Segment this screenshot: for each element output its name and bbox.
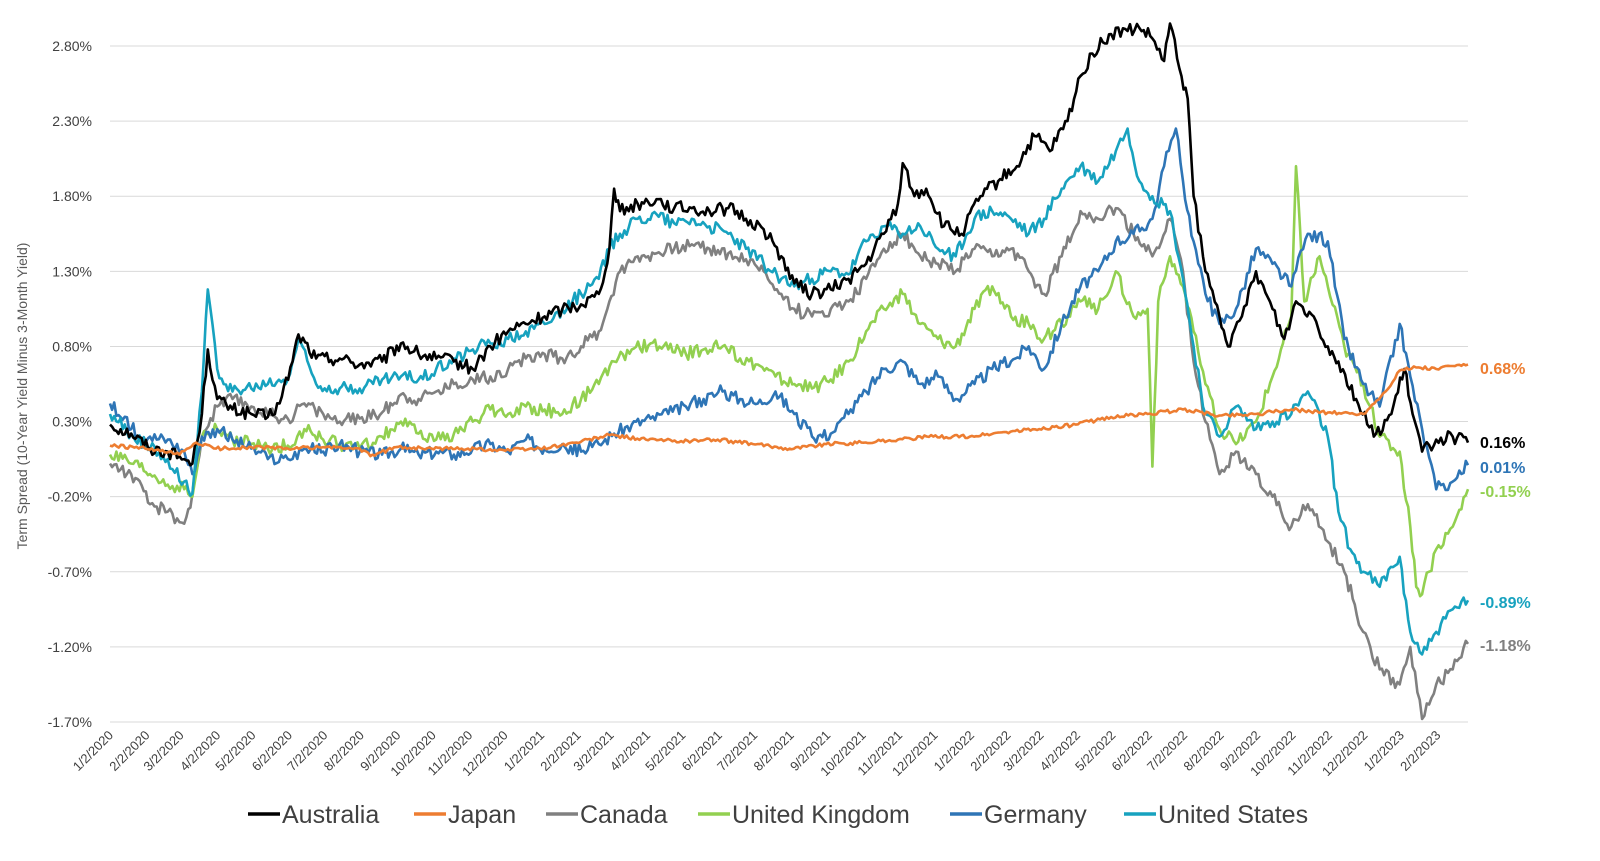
series-line-germany — [108, 127, 1470, 492]
series-line-canada — [108, 204, 1470, 721]
y-tick-label: 2.30% — [52, 113, 92, 129]
y-tick-label: 1.80% — [52, 188, 92, 204]
legend-label: United States — [1158, 801, 1308, 829]
y-tick-label: 2.80% — [52, 38, 92, 54]
end-label-united-kingdom: -0.15% — [1480, 484, 1531, 501]
legend-label: Australia — [282, 801, 379, 829]
legend-label: United Kingdom — [732, 801, 910, 829]
y-tick-label: -0.70% — [48, 564, 92, 580]
legend-label: Canada — [580, 801, 668, 829]
legend-label: Germany — [984, 801, 1087, 829]
end-label-canada: -1.18% — [1480, 638, 1531, 655]
x-tick-label: 2/2/2023 — [1397, 728, 1443, 774]
series-line-united-kingdom — [108, 164, 1470, 598]
y-axis-ticks: 2.80% 2.30% 1.80% 1.30% 0.80% 0.30% -0.20% -0.7… — [48, 38, 92, 730]
legend: Australia Japan Canada United Kingdom German… — [248, 801, 1308, 829]
y-tick-label: -1.70% — [48, 714, 92, 730]
end-label-australia: 0.16% — [1480, 435, 1525, 452]
series-line-australia — [109, 22, 1470, 467]
y-tick-label: 1.30% — [52, 263, 92, 279]
end-labels: 0.16% 0.68% -1.18% -0.15% 0.01% -0.89% — [1480, 361, 1531, 655]
legend-label: Japan — [448, 801, 516, 829]
series-lines — [108, 22, 1470, 721]
y-tick-label: 0.30% — [52, 414, 92, 430]
y-tick-label: 0.80% — [52, 338, 92, 354]
y-tick-label: -0.20% — [48, 489, 92, 505]
end-label-united-states: -0.89% — [1480, 595, 1531, 612]
series-line-united-states — [108, 127, 1470, 656]
end-label-japan: 0.68% — [1480, 361, 1525, 378]
end-label-germany: 0.01% — [1480, 460, 1525, 477]
series-line-japan — [109, 362, 1469, 458]
x-axis-ticks: 1/2/20202/2/20203/2/20204/2/20205/2/2020… — [70, 728, 1444, 780]
y-axis-label: Term Spread (10-Year Yield Minus 3-Month… — [14, 243, 30, 550]
y-tick-label: -1.20% — [48, 639, 92, 655]
